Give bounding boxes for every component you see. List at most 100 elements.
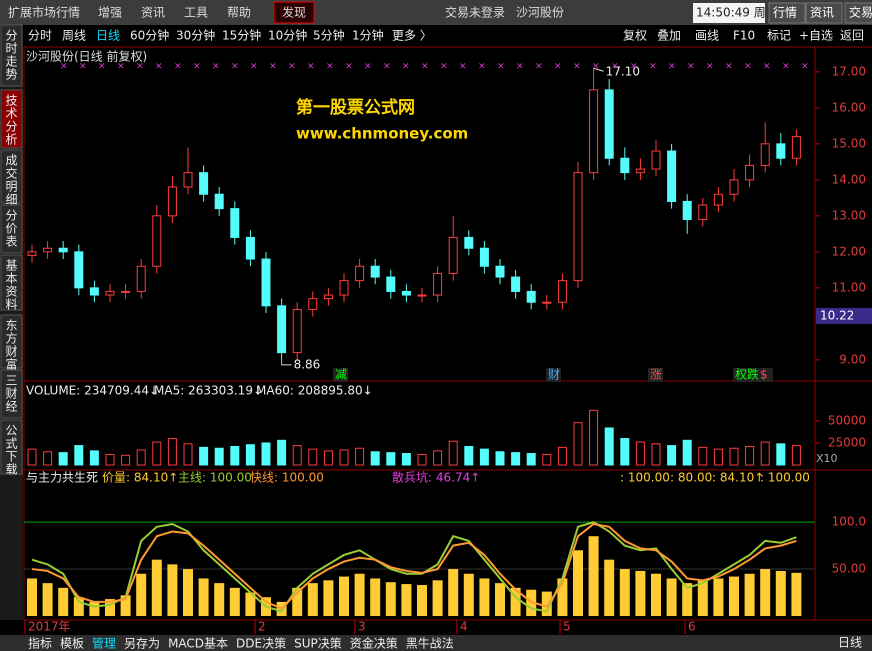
volume-bar (667, 445, 677, 466)
side-tab[interactable]: 公式下载 (4, 424, 18, 476)
discover-box[interactable] (273, 1, 315, 24)
period-tab[interactable]: 周线 (62, 29, 86, 43)
bottom-tab[interactable]: MACD基本 (168, 637, 228, 651)
side-tab[interactable]: 成交明细 (4, 154, 18, 206)
event-tag: 财 (548, 368, 560, 382)
marker: × (497, 62, 505, 72)
side-tab-box[interactable] (0, 314, 23, 369)
period-tab[interactable]: 1分钟 (352, 28, 384, 43)
menu-button[interactable]: 资讯 (810, 6, 834, 20)
candle-body (27, 251, 37, 256)
candle-body (433, 272, 443, 296)
toolbar-action[interactable]: 返回 (840, 29, 864, 43)
bottom-tab[interactable]: 另存为 (124, 637, 160, 651)
period-tab[interactable]: 30分钟 (176, 28, 215, 43)
volume-bar (386, 452, 396, 466)
time-label: 2 (258, 620, 266, 634)
marker: × (554, 62, 562, 72)
menu-item[interactable]: 资讯 (141, 6, 165, 20)
candle-body (167, 186, 177, 217)
volume-bar (152, 441, 162, 466)
bottom-tab[interactable]: DDE决策 (236, 637, 286, 651)
period-tab[interactable]: 日线 (96, 29, 120, 43)
indicator-bar (136, 573, 147, 616)
side-tab-box[interactable] (0, 24, 23, 87)
marker: × (212, 62, 220, 72)
side-tab-box[interactable] (0, 149, 23, 204)
bottom-tab[interactable]: 管理 (92, 636, 116, 651)
toolbar-action[interactable]: 复权 (623, 29, 647, 43)
side-tab-box[interactable] (0, 369, 23, 419)
clock-box (693, 3, 765, 23)
toolbar-action[interactable]: 叠加 (657, 29, 681, 43)
side-tab[interactable]: 分时走势 (4, 29, 18, 81)
volume-bar (277, 439, 287, 466)
period-tab[interactable]: 60分钟 (130, 28, 169, 43)
menu-item[interactable]: 扩展市场行情 (8, 5, 80, 20)
side-tab[interactable]: 三财经 (4, 374, 18, 413)
toolbar-action[interactable]: 画线 (695, 29, 719, 43)
discover-button[interactable]: 发现 (282, 5, 306, 20)
unit-label: X10 (816, 452, 838, 465)
period-tab[interactable]: 10分钟 (268, 28, 307, 43)
side-tab[interactable]: 技术分析 (4, 94, 18, 146)
bottom-tab[interactable]: 黑牛战法 (406, 636, 454, 651)
side-tab[interactable]: 基本资料 (4, 259, 18, 311)
candle-body (183, 172, 193, 188)
candle-body (635, 168, 645, 174)
bottom-tab[interactable]: 指标 (28, 636, 52, 651)
trade-status[interactable]: 交易未登录 (445, 5, 505, 20)
volume-legend: MA60: 208895.80↓ (256, 384, 373, 398)
menu-item[interactable]: 工具 (184, 6, 208, 20)
candle-body (89, 287, 99, 296)
side-tab-box[interactable] (0, 204, 23, 254)
candle-body (464, 236, 474, 249)
side-tab-box[interactable] (0, 254, 23, 311)
menu-item[interactable]: 帮助 (227, 6, 251, 20)
period-tab[interactable]: 更多 〉 (392, 29, 432, 43)
candle-body (43, 247, 53, 253)
indicator-bar (323, 580, 334, 616)
marker: × (383, 62, 391, 72)
candle-body (511, 276, 521, 292)
volume-bar (355, 447, 365, 466)
bottom-tab[interactable]: 资金决策 (350, 636, 398, 651)
side-tab[interactable]: 分价表 (4, 209, 18, 248)
menu-button[interactable]: 行情 (773, 6, 797, 20)
y-tick-label: 100.0 (832, 515, 866, 529)
side-tab-box[interactable] (0, 89, 23, 149)
volume-bar (183, 443, 193, 466)
menu-button[interactable]: 交易 (849, 5, 872, 20)
volume-bar (635, 441, 645, 466)
volume-bar (511, 452, 521, 466)
period-tab[interactable]: 5分钟 (313, 28, 345, 43)
volume-legend: VOLUME: 234709.44↓ (26, 384, 159, 398)
bottom-tab[interactable]: SUP决策 (294, 637, 342, 651)
volume-bar (729, 447, 739, 466)
volume-bar (105, 453, 115, 466)
y-tick-label: 50000 (828, 413, 866, 427)
toolbar-action[interactable]: +自选 (799, 29, 833, 43)
watermark: 第一股票公式网 (296, 97, 415, 118)
volume-bar (401, 453, 411, 466)
volume-bar (433, 450, 443, 466)
period-tab[interactable]: 15分钟 (222, 28, 261, 43)
marker: × (592, 62, 600, 72)
side-tab-box[interactable] (0, 419, 23, 475)
volume-bar (136, 449, 146, 466)
bottom-tab[interactable]: 模板 (60, 637, 84, 651)
marker: × (763, 62, 771, 72)
toolbar-action[interactable]: 标记 (767, 29, 791, 43)
toolbar-action[interactable]: F10 (733, 29, 755, 43)
candle-body (682, 200, 692, 220)
candle-body (386, 276, 396, 292)
candle-body (526, 290, 536, 303)
menu-item[interactable]: 增强 (98, 6, 122, 20)
event-box (648, 368, 663, 382)
candle-body (573, 172, 583, 282)
marker: × (231, 62, 239, 72)
period-tab[interactable]: 分时 (28, 29, 52, 43)
volume-bar (791, 445, 801, 466)
side-tab[interactable]: 东方财富 (4, 319, 18, 371)
volume-bar (74, 445, 84, 466)
